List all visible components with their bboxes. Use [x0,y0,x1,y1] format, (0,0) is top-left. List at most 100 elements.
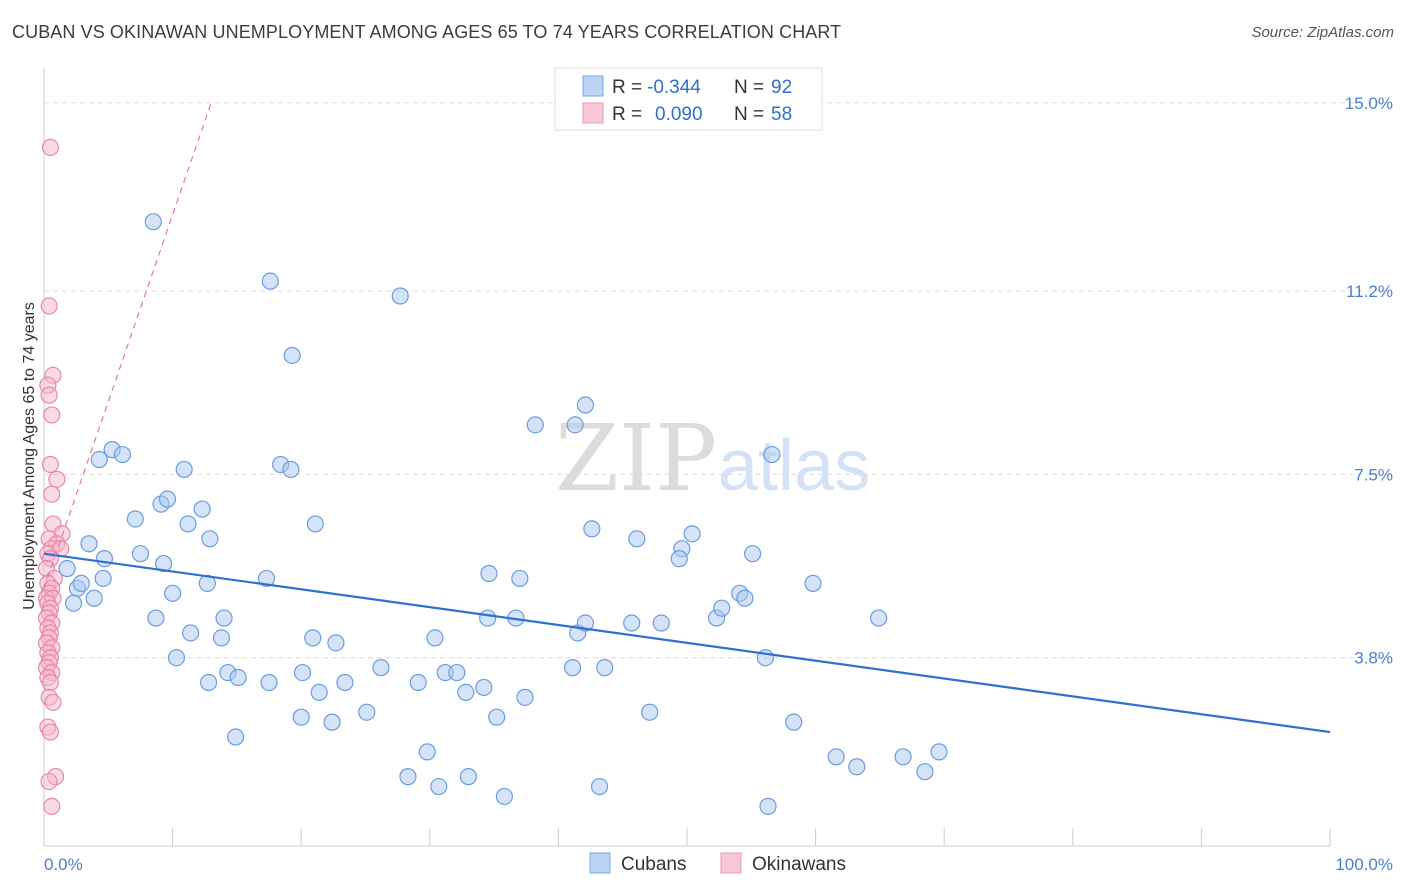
cubans-point-2 [72,574,90,592]
cubans-point-20 [201,530,219,548]
cubans-point-53 [409,673,427,692]
cubans-point-57 [457,683,475,702]
cubans-point-31 [260,673,278,692]
cubans-point-89 [759,797,777,815]
okinawans-point-47 [43,797,61,815]
bottom-legend-swatch-okinawans [720,852,742,874]
cubans-point-44 [323,713,341,731]
cubans-point-91 [763,445,781,464]
x-tick-label-1: 100.0% [1335,855,1393,874]
cubans-point-46 [358,703,376,721]
cubans-point-6 [85,589,103,607]
cubans-point-43 [327,634,345,652]
cubans-point-95 [930,743,948,761]
cubans-point-71 [563,659,582,677]
cubans-point-4 [94,569,112,588]
cubans-point-19 [154,554,173,573]
cubans-point-42 [292,708,310,726]
cubans-point-3 [80,535,98,553]
cubans-point-94 [894,748,912,766]
y-tick-label-3: 15.0% [1345,94,1393,113]
cubans-point-25 [182,624,200,642]
cubans-point-55 [448,663,466,682]
cubans-point-22 [147,609,165,627]
okinawans-point-1 [40,297,58,315]
okinawans-point-40 [41,673,60,692]
legend-n-value-1: 92 [771,77,792,98]
okinawans-point-8 [43,485,61,503]
chart-title: CUBAN VS OKINAWAN UNEMPLOYMENT AMONG AGE… [12,22,842,42]
cubans-point-65 [516,688,534,706]
cubans-point-16 [158,490,177,508]
cubans-point-81 [670,550,688,568]
cubans-point-26 [212,629,231,647]
cubans-point-76 [628,530,646,548]
cubans-point-32 [227,728,245,746]
cubans-point-56 [459,768,477,786]
cubans-point-21 [164,584,182,602]
cubans-point-68 [576,396,595,414]
bottom-legend-cubans: Cubans [621,854,687,875]
cubans-point-33 [257,569,276,588]
y-tick-label-2: 11.2% [1346,282,1393,301]
cubans-point-92 [827,748,845,766]
cubans-point-66 [526,416,544,434]
okinawans-trend-line [43,102,212,589]
cubans-point-54 [430,777,448,796]
cubans-point-14 [131,545,150,563]
okinawans-point-42 [44,693,62,711]
legend-swatch-cubans [582,75,604,97]
cubans-point-5 [64,594,83,612]
okinawans-point-46 [40,772,58,791]
cubans-point-48 [391,287,409,305]
legend-r-value-1: -0.344 [647,77,701,98]
source-label: Source: ZipAtlas.com [1251,24,1394,41]
cubans-point-49 [399,768,417,786]
cubans-point-59 [480,564,498,583]
legend-n-label-1: N = [734,77,764,98]
cubans-point-88 [785,713,803,731]
legend-r-label-2: R = [612,104,642,125]
cubans-point-75 [590,777,609,796]
cubans-point-61 [488,708,506,726]
cubans-point-27 [167,649,186,667]
x-tick-label-0: 0.0% [44,855,83,874]
cubans-point-39 [304,629,322,647]
legend-n-label-2: N = [734,104,764,125]
cubans-point-93 [848,758,866,776]
bottom-legend-swatch-cubans [589,852,611,874]
cubans-point-41 [310,683,328,702]
cubans-point-50 [426,629,444,647]
series-okinawans [37,138,71,815]
x-tick-labels: 0.0% 100.0% [44,855,1393,874]
cubans-point-13 [95,550,114,568]
cubans-point-28 [200,673,218,692]
y-tick-labels: 3.8% 7.5% 11.2% 15.0% [1345,94,1393,668]
cubans-point-78 [641,703,659,721]
cubans-point-62 [495,787,513,806]
cubans-point-96 [916,763,934,781]
okinawans-point-44 [41,723,60,741]
bottom-legend: Cubans Okinawans [589,852,846,875]
okinawans-point-6 [41,455,60,474]
cubans-point-12 [126,510,144,528]
cubans-point-79 [683,525,701,543]
cubans-point-17 [179,515,197,533]
legend-r-label-1: R = [612,77,642,98]
cubans-point-77 [652,614,670,632]
cubans-point-18 [193,500,211,518]
cubans-point-85 [736,589,754,607]
legend-r-value-2: 0.090 [655,104,703,125]
cubans-point-83 [713,599,731,617]
grid-lines [44,102,1392,659]
cubans-point-73 [596,659,614,677]
cubans-point-60 [475,678,493,697]
cubans-point-72 [576,614,595,632]
cubans-point-30 [229,668,247,687]
cubans-trend-line [43,552,1331,734]
watermark-atlas: atlas [718,426,870,506]
okinawans-point-4 [40,386,58,404]
cubans-point-9 [113,445,132,464]
cubans-point-52 [418,743,436,761]
